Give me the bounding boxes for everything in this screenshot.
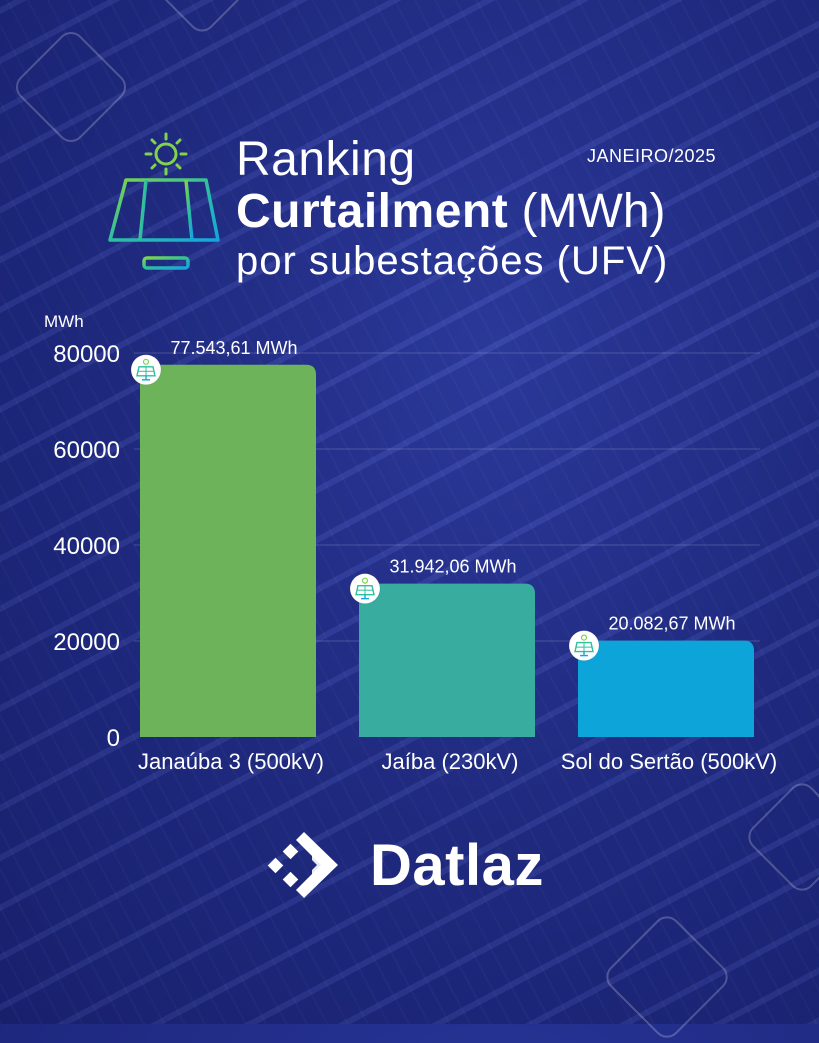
y-tick-label: 80000 [53, 341, 120, 368]
bar-chart: 0 20000 40000 60000 80000 MWh 77.543,61 MWh J… [44, 312, 777, 774]
title-unit: (MWh) [521, 185, 666, 238]
bar-group: 31.942,06 MWh Jaíba (230kV) [349, 557, 535, 774]
y-tick-label: 0 [107, 725, 120, 752]
bar-value-label: 20.082,67 MWh [608, 614, 735, 634]
chart-bars: 77.543,61 MWh Janaúba 3 (500kV) 31.942,06 … [130, 338, 777, 774]
title-line-subtitle: por subestações (UFV) [236, 239, 669, 283]
bar-value-label: 77.543,61 MWh [170, 338, 297, 358]
brand-name: Datlaz [370, 832, 544, 898]
title-line-ranking: Ranking [236, 133, 416, 186]
y-tick-label: 40000 [53, 533, 120, 560]
bar [578, 640, 754, 737]
y-axis-ticks: 0 20000 40000 60000 80000 [53, 341, 120, 752]
title-line-curtailment: Curtailment (MWh) [236, 186, 668, 238]
x-category-label: Janaúba 3 (500kV) [138, 749, 324, 774]
bar [140, 364, 316, 737]
x-category-label: Jaíba (230kV) [382, 749, 519, 774]
solar-panel-badge-icon [568, 630, 600, 662]
y-tick-label: 60000 [53, 437, 120, 464]
solar-panel-sun-icon [108, 132, 220, 270]
bar-group: 20.082,67 MWh Sol do Sertão (500kV) [561, 614, 777, 774]
y-tick-label: 20000 [53, 629, 120, 656]
title-curtailment-bold: Curtailment [236, 185, 509, 238]
bar-value-label: 31.942,06 MWh [389, 557, 516, 577]
x-category-label: Sol do Sertão (500kV) [561, 749, 777, 774]
datlaz-logo-icon [267, 832, 338, 898]
solar-panel-badge-icon [349, 573, 381, 605]
y-axis-label: MWh [44, 312, 84, 331]
solar-panel-badge-icon [130, 354, 162, 386]
title-block: Ranking Curtailment (MWh) por subestaçõe… [236, 134, 668, 284]
brand-logo: Datlaz [266, 828, 544, 902]
bar-group: 77.543,61 MWh Janaúba 3 (500kV) [130, 338, 324, 774]
bar [359, 583, 535, 737]
date-label: JANEIRO/2025 [587, 146, 717, 166]
